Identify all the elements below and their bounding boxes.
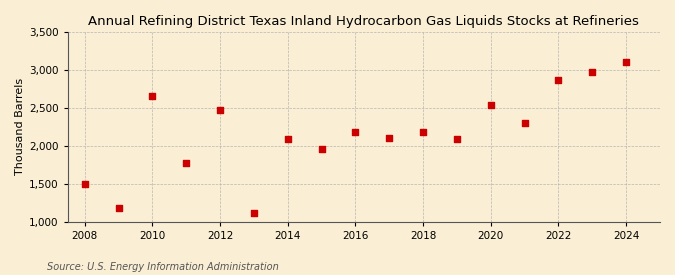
Point <box>485 103 496 107</box>
Point <box>282 137 293 141</box>
Point <box>587 70 598 74</box>
Y-axis label: Thousand Barrels: Thousand Barrels <box>15 78 25 175</box>
Point <box>316 147 327 151</box>
Title: Annual Refining District Texas Inland Hydrocarbon Gas Liquids Stocks at Refineri: Annual Refining District Texas Inland Hy… <box>88 15 639 28</box>
Point <box>80 182 90 186</box>
Point <box>553 78 564 82</box>
Point <box>384 136 395 141</box>
Point <box>248 211 259 215</box>
Text: Source: U.S. Energy Information Administration: Source: U.S. Energy Information Administ… <box>47 262 279 271</box>
Point <box>418 130 429 134</box>
Point <box>350 130 361 134</box>
Point <box>113 206 124 211</box>
Point <box>621 60 632 65</box>
Point <box>181 160 192 165</box>
Point <box>215 108 225 112</box>
Point <box>147 94 158 98</box>
Point <box>519 121 530 125</box>
Point <box>452 137 462 141</box>
